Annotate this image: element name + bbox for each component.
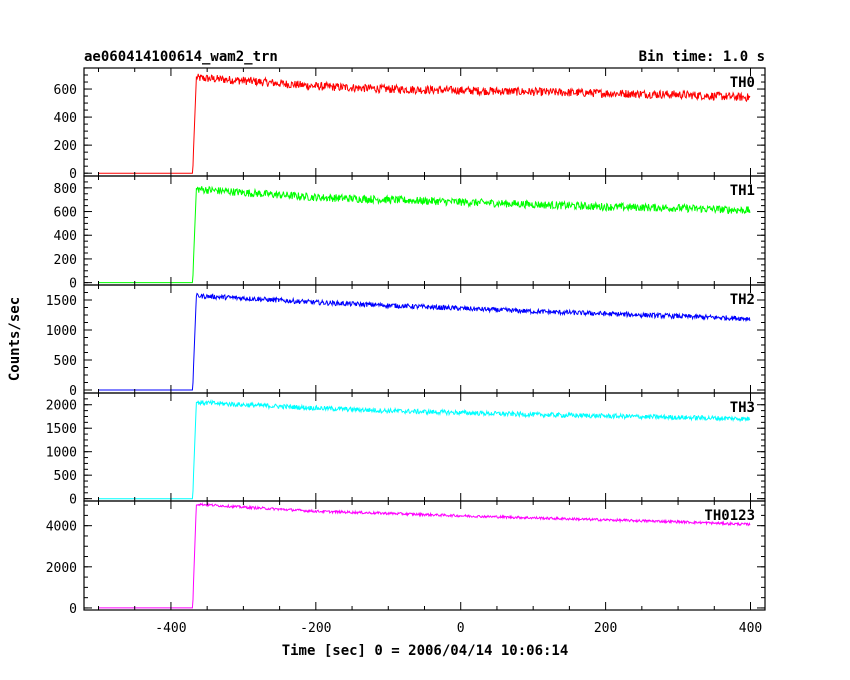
y-tick-label: 0 — [69, 277, 77, 292]
panel-frame — [83, 284, 766, 394]
panel-th2: 0 500 1000 1500 TH2 — [46, 284, 766, 399]
series-th1 — [98, 185, 751, 284]
x-axis-label: Time [sec] 0 = 2006/04/14 10:06:14 — [282, 643, 569, 659]
y-tick-label: 2000 — [46, 561, 77, 576]
chart-title: ae060414100614_wam2_trn — [84, 49, 278, 65]
y-tick-label: 1000 — [46, 446, 77, 461]
y-tick-label: 1500 — [46, 422, 77, 437]
panel-label-th1: TH1 — [730, 183, 755, 199]
y-tick-label: 0 — [69, 384, 77, 399]
panel-th1: 0 200 400 600 800 TH1 — [54, 175, 766, 292]
x-tick-label: 200 — [594, 621, 617, 636]
y-tick-label: 800 — [54, 182, 77, 197]
panel-label-th2: TH2 — [730, 292, 755, 308]
y-tick-label: 4000 — [46, 520, 77, 535]
panel-frame — [83, 500, 766, 611]
panel-frame — [83, 175, 766, 286]
y-tick-label: 500 — [54, 354, 77, 369]
y-tick-label: 1000 — [46, 324, 77, 339]
y-tick-label: 1500 — [46, 294, 77, 309]
panel-frame — [83, 392, 766, 502]
y-tick-label: 200 — [54, 253, 77, 268]
y-tick-label: 500 — [54, 469, 77, 484]
series-th0 — [98, 73, 751, 174]
y-tick-label: 600 — [54, 206, 77, 221]
panel-th3: 0 500 1000 1500 2000 TH3 — [46, 392, 766, 508]
y-axis-label: Counts/sec — [7, 297, 23, 381]
y-tick-label: 400 — [54, 229, 77, 244]
panel-label-th0123: TH0123 — [704, 508, 755, 524]
panel-label-th3: TH3 — [730, 400, 755, 416]
y-tick-label: 0 — [69, 167, 77, 182]
panel-th0123: 0 2000 4000 TH0123 — [46, 500, 766, 617]
series-th3 — [98, 398, 751, 500]
panel-frame — [83, 67, 766, 177]
series-th2 — [98, 292, 751, 391]
x-tick-label: -200 — [300, 621, 331, 636]
panel-th0: 0 200 400 600 TH0 — [54, 67, 766, 182]
x-tick-label: 0 — [457, 621, 465, 636]
y-tick-label: 400 — [54, 111, 77, 126]
series-th0123 — [98, 501, 751, 609]
panels: 0 200 400 600 TH0 0 200 400 600 800 TH1 0 500 1000 150… — [46, 67, 766, 617]
y-tick-label: 200 — [54, 139, 77, 154]
panel-label-th0: TH0 — [730, 75, 755, 91]
x-tick-label: 400 — [739, 621, 762, 636]
x-tick-label: -400 — [155, 621, 186, 636]
y-tick-label: 600 — [54, 83, 77, 98]
y-tick-label: 0 — [69, 602, 77, 617]
y-tick-label: 0 — [69, 493, 77, 508]
bin-time-label: Bin time: 1.0 s — [639, 49, 765, 65]
y-tick-label: 2000 — [46, 399, 77, 414]
x-axis: -400 -200 0 200 400 — [155, 621, 762, 636]
